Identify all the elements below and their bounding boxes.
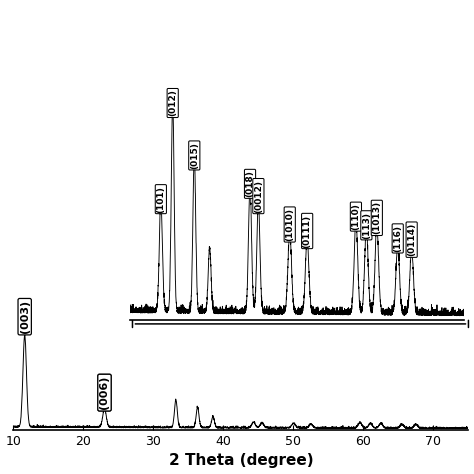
Text: (006): (006) [100,376,109,410]
X-axis label: 2 Theta (degree): 2 Theta (degree) [169,454,313,468]
Text: (003): (003) [20,300,30,333]
Text: (006): (006) [100,376,109,410]
